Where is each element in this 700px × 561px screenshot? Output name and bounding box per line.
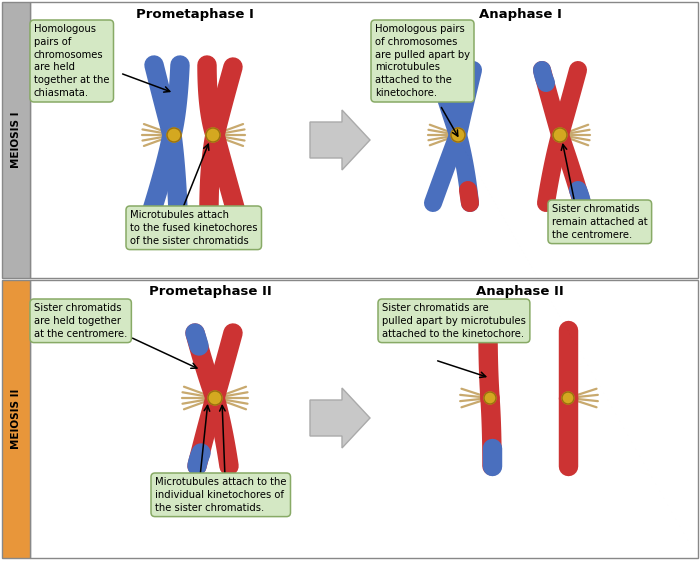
Text: MEIOSIS I: MEIOSIS I xyxy=(11,112,21,168)
Polygon shape xyxy=(310,110,370,170)
Bar xyxy=(30,280,698,558)
Circle shape xyxy=(208,391,222,405)
Text: MEIOSIS II: MEIOSIS II xyxy=(11,389,21,449)
Text: Sister chromatids
remain attached at
the centromere.: Sister chromatids remain attached at the… xyxy=(552,204,648,240)
Text: Microtubules attach
to the fused kinetochores
of the sister chromatids: Microtubules attach to the fused kinetoc… xyxy=(130,210,258,246)
Text: Sister chromatids are
pulled apart by microtubules
attached to the kinetochore.: Sister chromatids are pulled apart by mi… xyxy=(382,303,526,339)
Text: Sister chromatids
are held together
at the centromere.: Sister chromatids are held together at t… xyxy=(34,303,127,339)
Text: Microtubules attach to the
individual kinetochores of
the sister chromatids.: Microtubules attach to the individual ki… xyxy=(155,477,286,513)
Bar xyxy=(2,280,30,558)
Text: Anaphase I: Anaphase I xyxy=(479,7,561,21)
Text: Homologous pairs
of chromosomes
are pulled apart by
microtubules
attached to the: Homologous pairs of chromosomes are pull… xyxy=(375,24,470,98)
Polygon shape xyxy=(310,388,370,448)
Bar xyxy=(30,2,698,278)
Text: Homologous
pairs of
chromosomes
are held
together at the
chiasmata.: Homologous pairs of chromosomes are held… xyxy=(34,24,109,98)
Text: Prometaphase I: Prometaphase I xyxy=(136,7,254,21)
Circle shape xyxy=(451,128,465,142)
Circle shape xyxy=(562,392,574,404)
Circle shape xyxy=(553,128,567,142)
Text: Anaphase II: Anaphase II xyxy=(476,284,564,297)
Text: Prometaphase II: Prometaphase II xyxy=(148,284,272,297)
Circle shape xyxy=(206,128,220,142)
Circle shape xyxy=(167,128,181,142)
Bar xyxy=(2,2,30,278)
Circle shape xyxy=(484,392,496,404)
